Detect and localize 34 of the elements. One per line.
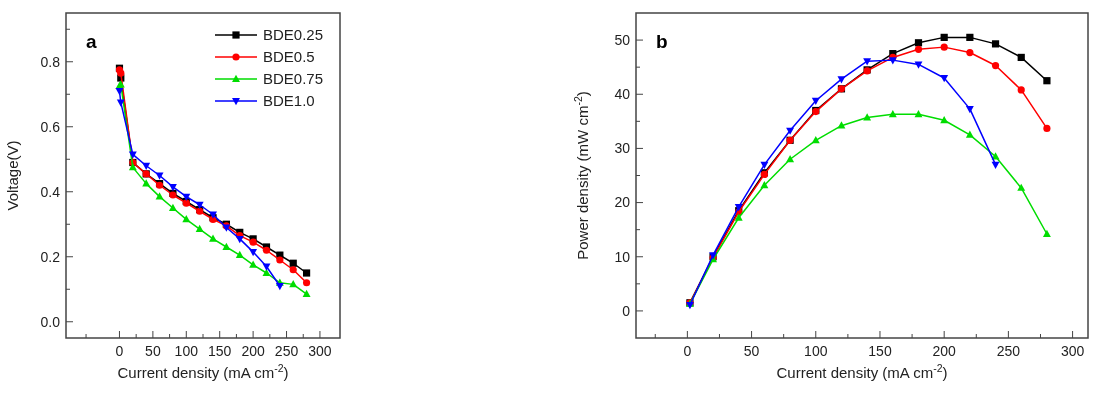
y-tick-label: 20 <box>614 194 631 211</box>
x-tick-label: 200 <box>241 343 266 359</box>
annotation: b <box>656 31 668 52</box>
y-axis-title: Voltage(V) <box>4 140 21 211</box>
x-tick-label: 150 <box>208 343 232 359</box>
y-tick-label: 0.6 <box>40 118 61 135</box>
x-tick-label: 150 <box>868 343 892 359</box>
y-tick-label: 0 <box>622 302 631 319</box>
x-tick-label: 0 <box>115 343 124 359</box>
y-tick-label: 0.8 <box>40 53 61 70</box>
y-tick-label: 50 <box>614 31 631 48</box>
annotation: a <box>86 31 97 52</box>
y-tick-label: 10 <box>614 248 631 265</box>
x-tick-label: 250 <box>996 343 1021 359</box>
x-tick-label: 100 <box>174 343 199 359</box>
x-tick-label: 0 <box>683 343 692 359</box>
legend-label: BDE0.75 <box>263 70 324 88</box>
x-tick-label: 50 <box>743 343 760 359</box>
y-tick-label: 0.2 <box>40 248 61 265</box>
legend-label: BDE1.0 <box>263 92 315 110</box>
x-tick-label: 300 <box>1060 343 1085 359</box>
legend-label: BDE0.5 <box>263 48 315 66</box>
y-tick-label: 40 <box>614 86 631 103</box>
y-tick-label: 0.4 <box>40 183 61 200</box>
legend-label: BDE0.25 <box>263 26 324 44</box>
y-tick-label: 0.0 <box>40 313 61 330</box>
x-axis-title: Current density (mA cm$^{-2}$) <box>776 362 948 381</box>
x-tick-label: 100 <box>804 343 828 359</box>
x-tick-label: 250 <box>274 343 299 359</box>
x-tick-label: 300 <box>308 343 332 359</box>
x-tick-label: 50 <box>145 343 161 359</box>
x-axis-title: Current density (mA cm$^{-2}$) <box>117 362 289 381</box>
x-tick-label: 200 <box>932 343 957 359</box>
y-tick-label: 30 <box>614 140 631 157</box>
